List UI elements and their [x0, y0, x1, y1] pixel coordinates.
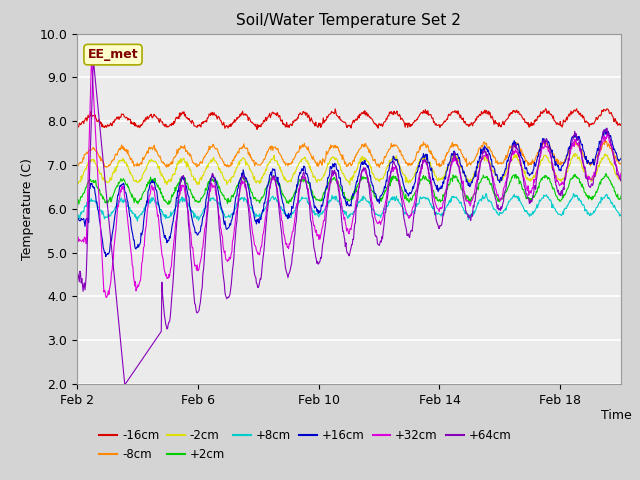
+16cm: [275, 182, 282, 188]
-8cm: [274, 145, 282, 151]
-8cm: [435, 160, 443, 166]
-2cm: [552, 172, 560, 178]
-8cm: [376, 165, 383, 170]
+32cm: [436, 205, 444, 211]
+8cm: [570, 191, 577, 196]
+16cm: [196, 229, 204, 235]
-16cm: [341, 119, 349, 125]
-16cm: [275, 114, 282, 120]
-2cm: [435, 177, 443, 182]
+16cm: [632, 123, 640, 129]
-8cm: [73, 163, 81, 168]
+64cm: [275, 208, 283, 214]
+16cm: [435, 185, 443, 191]
+32cm: [342, 220, 349, 226]
-16cm: [632, 104, 639, 110]
Text: EE_met: EE_met: [88, 48, 138, 61]
+2cm: [552, 193, 560, 199]
+64cm: [121, 381, 129, 387]
+64cm: [90, 61, 97, 67]
+32cm: [275, 200, 283, 205]
+8cm: [413, 202, 421, 208]
+32cm: [73, 237, 81, 243]
+32cm: [88, 61, 95, 67]
+2cm: [413, 186, 421, 192]
+8cm: [196, 215, 204, 221]
+8cm: [552, 209, 560, 215]
X-axis label: Time: Time: [601, 408, 632, 421]
+32cm: [196, 259, 204, 264]
+2cm: [275, 183, 282, 189]
-2cm: [346, 182, 353, 188]
+16cm: [341, 194, 349, 200]
+2cm: [341, 195, 349, 201]
+64cm: [196, 300, 204, 305]
+32cm: [553, 178, 561, 183]
+16cm: [73, 216, 81, 222]
-16cm: [73, 124, 81, 130]
-2cm: [274, 162, 282, 168]
-2cm: [195, 181, 203, 187]
+32cm: [414, 180, 422, 185]
+32cm: [102, 295, 110, 300]
-2cm: [340, 173, 348, 179]
-8cm: [552, 158, 560, 164]
+2cm: [164, 202, 172, 207]
-16cm: [195, 122, 203, 128]
+2cm: [73, 199, 81, 205]
+8cm: [134, 218, 141, 224]
-8cm: [601, 137, 609, 143]
Line: -8cm: -8cm: [77, 140, 640, 168]
-2cm: [572, 151, 579, 156]
Line: +2cm: +2cm: [77, 174, 640, 204]
+64cm: [73, 274, 81, 279]
Title: Soil/Water Temperature Set 2: Soil/Water Temperature Set 2: [236, 13, 461, 28]
+8cm: [275, 201, 282, 207]
+2cm: [196, 199, 204, 205]
-16cm: [435, 122, 443, 128]
+16cm: [413, 169, 421, 175]
+16cm: [102, 254, 109, 260]
+2cm: [602, 171, 610, 177]
+64cm: [436, 223, 444, 228]
Line: -2cm: -2cm: [77, 154, 640, 185]
+16cm: [552, 162, 560, 168]
+8cm: [73, 214, 81, 220]
Line: +64cm: +64cm: [77, 64, 640, 384]
-2cm: [73, 178, 81, 184]
Line: -16cm: -16cm: [77, 107, 640, 130]
+64cm: [414, 186, 422, 192]
Line: +32cm: +32cm: [77, 64, 640, 298]
Legend: -16cm, -8cm, -2cm, +2cm, +8cm, +16cm, +32cm, +64cm: -16cm, -8cm, -2cm, +2cm, +8cm, +16cm, +3…: [95, 424, 516, 466]
-8cm: [195, 163, 203, 168]
Line: +16cm: +16cm: [77, 126, 640, 257]
+8cm: [435, 211, 443, 217]
+64cm: [342, 244, 349, 250]
+8cm: [341, 211, 349, 217]
-8cm: [413, 149, 421, 155]
+64cm: [553, 186, 561, 192]
Line: +8cm: +8cm: [77, 193, 640, 221]
-16cm: [253, 127, 261, 132]
-2cm: [413, 165, 421, 171]
Y-axis label: Temperature (C): Temperature (C): [20, 158, 34, 260]
-8cm: [340, 157, 348, 163]
-16cm: [413, 117, 421, 122]
-16cm: [552, 121, 560, 127]
+2cm: [435, 197, 443, 203]
